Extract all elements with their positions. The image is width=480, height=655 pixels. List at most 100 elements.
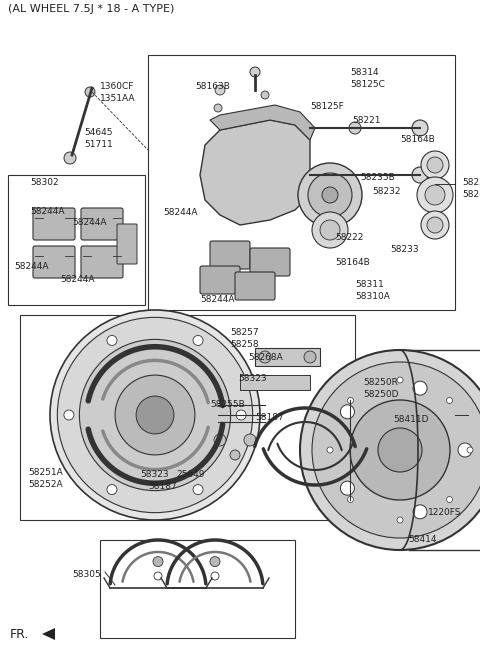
Circle shape	[348, 496, 353, 502]
Text: 58210A: 58210A	[462, 190, 480, 199]
Circle shape	[64, 410, 74, 420]
Text: 58187: 58187	[148, 482, 177, 491]
Text: 58164B: 58164B	[400, 135, 435, 144]
Text: 51711: 51711	[84, 140, 113, 149]
Bar	[8, 175, 145, 305]
Circle shape	[458, 443, 472, 457]
Circle shape	[230, 450, 240, 460]
Circle shape	[64, 152, 76, 164]
Polygon shape	[42, 628, 55, 640]
Text: 58250R: 58250R	[363, 378, 398, 387]
Circle shape	[427, 217, 443, 233]
Circle shape	[322, 187, 338, 203]
Text: 58187: 58187	[255, 413, 284, 422]
Circle shape	[85, 87, 95, 97]
Text: 58250D: 58250D	[363, 390, 398, 399]
Circle shape	[340, 481, 354, 495]
Circle shape	[412, 120, 428, 136]
Text: 58232: 58232	[372, 187, 400, 196]
Text: 58244A: 58244A	[30, 207, 64, 216]
Text: 58235B: 58235B	[360, 173, 395, 182]
Circle shape	[115, 375, 195, 455]
FancyBboxPatch shape	[33, 208, 75, 240]
Polygon shape	[200, 120, 310, 225]
Circle shape	[50, 310, 260, 520]
Bar	[148, 55, 455, 310]
Text: 58414: 58414	[408, 535, 436, 544]
Text: 58411D: 58411D	[393, 415, 429, 424]
Circle shape	[259, 351, 271, 363]
Circle shape	[153, 557, 163, 567]
Circle shape	[340, 405, 354, 419]
Circle shape	[348, 398, 353, 403]
Text: 58164B: 58164B	[335, 258, 370, 267]
Text: 58314: 58314	[350, 68, 379, 77]
Circle shape	[413, 381, 427, 395]
Circle shape	[261, 91, 269, 99]
FancyBboxPatch shape	[235, 272, 275, 300]
Text: 58125F: 58125F	[310, 102, 344, 111]
Circle shape	[250, 67, 260, 77]
Circle shape	[312, 362, 480, 538]
Text: 58323: 58323	[238, 374, 266, 383]
Text: 58244A: 58244A	[163, 208, 197, 217]
Circle shape	[349, 122, 361, 134]
Text: 54645: 54645	[84, 128, 112, 137]
Circle shape	[79, 339, 230, 491]
Text: 58163B: 58163B	[195, 82, 230, 91]
Text: 58244A: 58244A	[72, 218, 107, 227]
Circle shape	[136, 396, 174, 434]
Text: 58244A: 58244A	[200, 295, 235, 304]
Text: 58233: 58233	[390, 245, 419, 254]
Circle shape	[397, 517, 403, 523]
Circle shape	[467, 447, 473, 453]
Text: 58268A: 58268A	[248, 353, 283, 362]
Circle shape	[421, 211, 449, 239]
Circle shape	[412, 167, 428, 183]
Text: FR.: FR.	[10, 628, 29, 641]
FancyBboxPatch shape	[250, 248, 290, 276]
Circle shape	[211, 572, 219, 580]
Circle shape	[57, 318, 252, 513]
Text: 58251A: 58251A	[28, 468, 63, 477]
Circle shape	[425, 185, 445, 205]
FancyBboxPatch shape	[200, 266, 240, 294]
Text: 1351AA: 1351AA	[100, 94, 135, 103]
Circle shape	[236, 410, 246, 420]
Circle shape	[304, 351, 316, 363]
Circle shape	[350, 400, 450, 500]
FancyBboxPatch shape	[210, 241, 250, 269]
FancyBboxPatch shape	[117, 224, 137, 264]
Text: 58311: 58311	[355, 280, 384, 289]
Circle shape	[214, 434, 226, 446]
Text: 58323: 58323	[140, 470, 168, 479]
Circle shape	[378, 428, 422, 472]
Circle shape	[421, 151, 449, 179]
Circle shape	[320, 220, 340, 240]
Text: 58257: 58257	[230, 328, 259, 337]
FancyBboxPatch shape	[81, 208, 123, 240]
Text: 58252A: 58252A	[28, 480, 62, 489]
Circle shape	[215, 85, 225, 95]
Bar	[240, 375, 310, 390]
Circle shape	[308, 173, 352, 217]
Circle shape	[417, 177, 453, 213]
Circle shape	[298, 163, 362, 227]
Text: (AL WHEEL 7.5J * 18 - A TYPE): (AL WHEEL 7.5J * 18 - A TYPE)	[8, 4, 174, 14]
Text: 58302: 58302	[30, 178, 59, 187]
Text: 58222: 58222	[335, 233, 363, 242]
Text: 58258: 58258	[230, 340, 259, 349]
Text: 58221: 58221	[352, 116, 381, 125]
Polygon shape	[210, 105, 315, 140]
Bar	[20, 315, 355, 520]
Bar	[100, 540, 295, 638]
Circle shape	[193, 335, 203, 345]
Text: 58305: 58305	[72, 570, 101, 579]
FancyBboxPatch shape	[33, 246, 75, 278]
Circle shape	[327, 447, 333, 453]
Bar	[255, 348, 320, 366]
FancyBboxPatch shape	[81, 246, 123, 278]
Circle shape	[107, 485, 117, 495]
Text: 58230: 58230	[462, 178, 480, 187]
Circle shape	[427, 157, 443, 173]
